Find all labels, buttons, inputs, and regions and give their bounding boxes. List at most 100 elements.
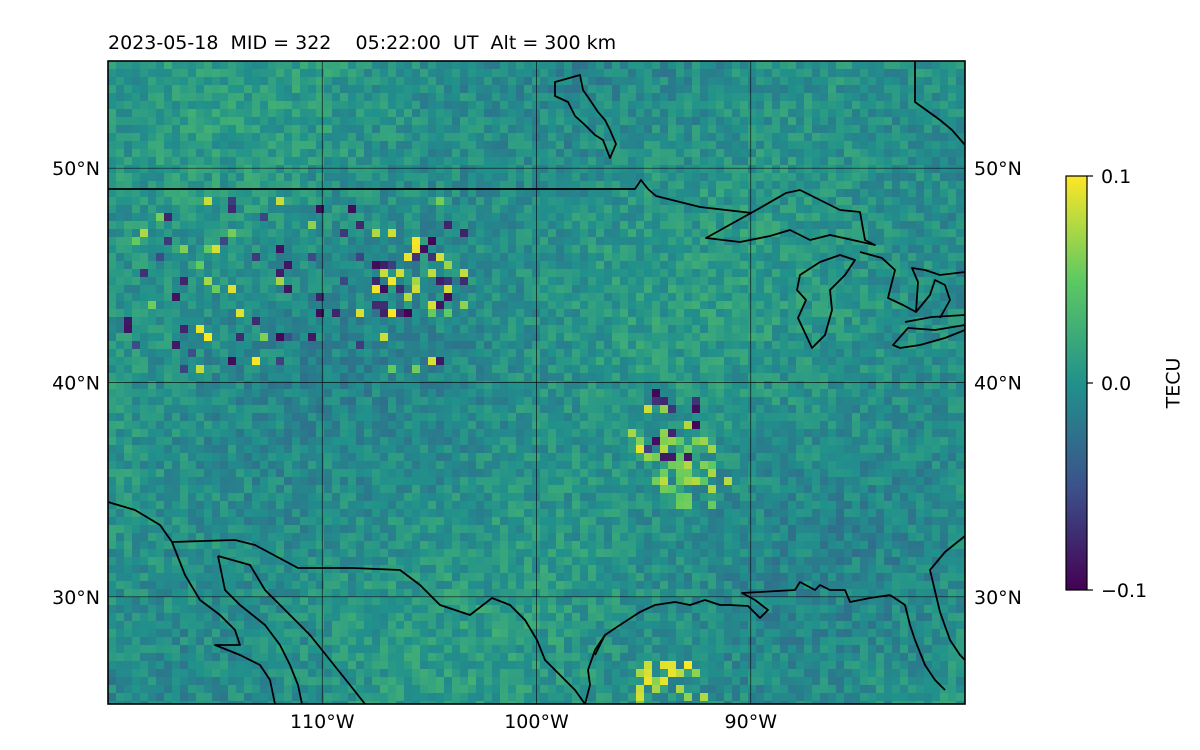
heatmap-cell xyxy=(700,277,709,286)
heatmap-cell xyxy=(676,389,685,398)
heatmap-cell xyxy=(412,309,421,318)
heatmap-cell xyxy=(900,325,909,334)
heatmap-cell xyxy=(588,117,597,126)
heatmap-cell xyxy=(596,365,605,374)
heatmap-cell xyxy=(308,245,317,254)
heatmap-cell xyxy=(476,197,485,206)
heatmap-cell xyxy=(644,277,653,286)
heatmap-cell xyxy=(588,133,597,142)
heatmap-cell xyxy=(780,421,789,430)
heatmap-cell xyxy=(140,181,149,190)
heatmap-cell xyxy=(756,69,765,78)
heatmap-cell xyxy=(388,93,397,102)
heatmap-cell xyxy=(852,421,861,430)
heatmap-cell xyxy=(692,181,701,190)
heatmap-cell xyxy=(788,341,797,350)
heatmap-cell xyxy=(700,205,709,214)
heatmap-cell xyxy=(268,285,277,294)
heatmap-cell xyxy=(420,325,429,334)
heatmap-cell xyxy=(108,309,117,318)
heatmap-cell xyxy=(548,357,557,366)
heatmap-cell xyxy=(324,309,333,318)
heatmap-cell xyxy=(476,141,485,150)
heatmap-cell xyxy=(820,69,829,78)
heatmap-cell xyxy=(484,349,493,358)
heatmap-cell xyxy=(860,333,869,342)
heatmap-cell xyxy=(180,309,189,318)
heatmap-cell xyxy=(260,85,269,94)
heatmap-cell xyxy=(420,149,429,158)
heatmap-cell xyxy=(228,237,237,246)
heatmap-cell xyxy=(356,341,365,350)
heatmap-cell xyxy=(884,125,893,134)
heatmap-cell xyxy=(684,197,693,206)
heatmap-cell xyxy=(516,405,525,414)
heatmap-cell xyxy=(804,125,813,134)
heatmap-cell xyxy=(628,301,637,310)
heatmap-cell xyxy=(524,285,533,294)
heatmap-cell xyxy=(636,261,645,270)
heatmap-cell xyxy=(516,301,525,310)
heatmap-cell xyxy=(556,229,565,238)
heatmap-cell xyxy=(188,117,197,126)
heatmap-cell xyxy=(612,341,621,350)
heatmap-cell xyxy=(556,157,565,166)
heatmap-cell xyxy=(124,277,133,286)
heatmap-cell xyxy=(540,293,549,302)
heatmap-cell xyxy=(940,157,949,166)
heatmap-cell xyxy=(404,197,413,206)
heatmap-cell xyxy=(692,285,701,294)
heatmap-cell xyxy=(268,277,277,286)
heatmap-cell xyxy=(644,101,653,110)
heatmap-cell xyxy=(804,397,813,406)
heatmap-cell xyxy=(252,373,261,382)
heatmap-cell xyxy=(868,325,877,334)
heatmap-cell xyxy=(828,397,837,406)
heatmap-cell xyxy=(204,389,213,398)
heatmap-cell xyxy=(908,245,917,254)
heatmap-cell xyxy=(196,397,205,406)
heatmap-cell xyxy=(500,413,509,422)
heatmap-cell xyxy=(588,357,597,366)
heatmap-cell xyxy=(812,165,821,174)
heatmap-cell xyxy=(612,261,621,270)
heatmap-cell xyxy=(340,133,349,142)
heatmap-cell xyxy=(476,165,485,174)
heatmap-cell xyxy=(476,229,485,238)
heatmap-cell xyxy=(540,301,549,310)
heatmap-cell xyxy=(876,261,885,270)
heatmap-cell xyxy=(740,413,749,422)
heatmap-cell xyxy=(108,173,117,182)
heatmap-cell xyxy=(140,285,149,294)
heatmap-cell xyxy=(820,397,829,406)
heatmap-cell xyxy=(236,69,245,78)
heatmap-cell xyxy=(732,77,741,86)
heatmap-cell xyxy=(820,125,829,134)
heatmap-cell xyxy=(388,341,397,350)
heatmap-cell xyxy=(508,157,517,166)
heatmap-cell xyxy=(732,373,741,382)
heatmap-cell xyxy=(244,381,253,390)
heatmap-cell xyxy=(956,141,965,150)
heatmap-cell xyxy=(924,277,933,286)
heatmap-cell xyxy=(588,85,597,94)
heatmap-cell xyxy=(780,69,789,78)
heatmap-cell xyxy=(804,253,813,262)
heatmap-cell xyxy=(228,309,237,318)
heatmap-cell xyxy=(692,317,701,326)
heatmap-cell xyxy=(924,149,933,158)
heatmap-cell xyxy=(508,69,517,78)
heatmap-cell xyxy=(444,205,453,214)
heatmap-cell xyxy=(380,125,389,134)
heatmap-cell xyxy=(212,181,221,190)
heatmap-cell xyxy=(844,101,853,110)
heatmap-cell xyxy=(132,213,141,222)
heatmap-cell xyxy=(492,117,501,126)
heatmap-cell xyxy=(108,381,117,390)
heatmap-cell xyxy=(580,205,589,214)
heatmap-cell xyxy=(772,309,781,318)
heatmap-cell xyxy=(348,69,357,78)
heatmap-cell xyxy=(468,181,477,190)
heatmap-cell xyxy=(572,205,581,214)
heatmap-cell xyxy=(324,141,333,150)
